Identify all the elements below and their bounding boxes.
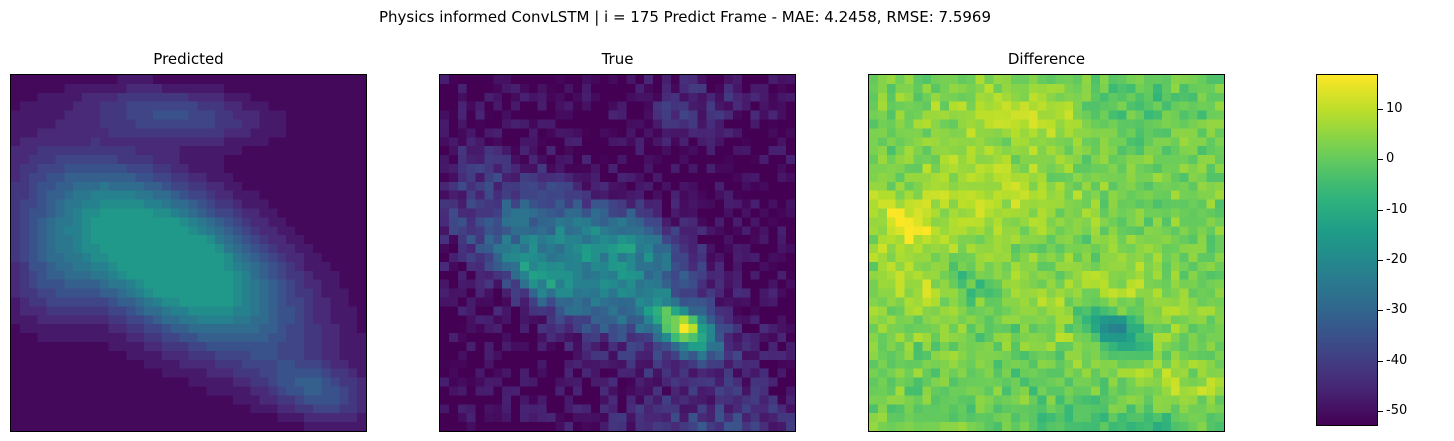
- colorbar-tick-label: -40: [1386, 352, 1408, 368]
- colorbar-tick-label: 10: [1386, 101, 1403, 117]
- heatmap-predicted-canvas: [11, 75, 366, 431]
- colorbar-tick: [1378, 109, 1383, 111]
- colorbar-tick-label: -30: [1386, 302, 1408, 318]
- colorbar-tick: [1378, 310, 1383, 312]
- colorbar: [1316, 74, 1378, 426]
- heatmap-difference: [868, 74, 1225, 432]
- colorbar-tick: [1378, 260, 1383, 262]
- colorbar-tick: [1378, 410, 1383, 412]
- colorbar-tick-label: -10: [1386, 201, 1408, 217]
- panel-title-true: True: [601, 50, 634, 68]
- figure-suptitle: Physics informed ConvLSTM | i = 175 Pred…: [379, 8, 991, 26]
- colorbar-tick: [1378, 159, 1383, 161]
- heatmap-difference-canvas: [869, 75, 1224, 431]
- colorbar-tick-label: -20: [1386, 252, 1408, 268]
- heatmap-true: [439, 74, 796, 432]
- colorbar-tick: [1378, 209, 1383, 211]
- colorbar-tick: [1378, 360, 1383, 362]
- colorbar-tick-label: 0: [1386, 151, 1395, 167]
- colorbar-tick-label: -50: [1386, 402, 1408, 418]
- heatmap-true-canvas: [440, 75, 795, 431]
- panel-title-difference: Difference: [1007, 50, 1086, 68]
- heatmap-predicted: [10, 74, 367, 432]
- panel-title-predicted: Predicted: [153, 50, 224, 68]
